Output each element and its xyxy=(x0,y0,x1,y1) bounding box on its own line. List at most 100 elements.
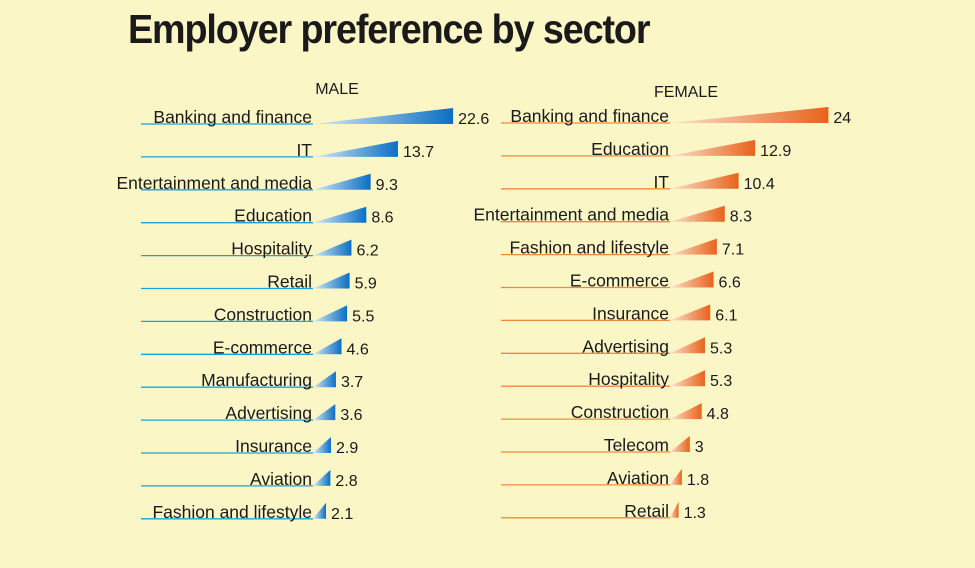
male-category-label: Retail xyxy=(267,272,312,292)
female-value-label: 6.1 xyxy=(715,307,737,324)
female-value-label: 12.9 xyxy=(760,143,791,160)
female-panel-header: FEMALE xyxy=(654,84,718,101)
female-bar xyxy=(670,271,714,288)
male-category-label: Education xyxy=(234,206,312,226)
female-value-label: 24 xyxy=(833,110,851,127)
female-value-label: 1.3 xyxy=(684,505,706,522)
male-row: Entertainment and media 9.3 xyxy=(116,173,398,194)
female-row: Hospitality 5.3 xyxy=(501,369,732,390)
male-bar xyxy=(313,206,367,223)
female-bar xyxy=(670,238,717,255)
male-bar xyxy=(313,371,336,388)
male-category-label: Construction xyxy=(214,304,312,324)
male-category-label: Fashion and lifestyle xyxy=(152,502,312,522)
male-category-label: Aviation xyxy=(250,469,312,489)
male-bar xyxy=(313,140,398,157)
male-value-label: 2.8 xyxy=(335,473,357,490)
female-row: Insurance 6.1 xyxy=(501,303,738,324)
female-category-label: IT xyxy=(653,172,669,192)
female-value-label: 5.3 xyxy=(710,340,732,357)
female-row: IT 10.4 xyxy=(501,172,775,193)
male-row: Manufacturing 3.7 xyxy=(141,370,363,391)
female-value-label: 3 xyxy=(695,439,704,456)
female-category-label: Entertainment and media xyxy=(473,205,669,225)
male-row: Insurance 2.9 xyxy=(141,436,358,457)
male-category-label: Manufacturing xyxy=(201,370,312,390)
female-row: Aviation 1.8 xyxy=(501,468,709,489)
female-row: Entertainment and media 8.3 xyxy=(473,205,752,226)
female-bar xyxy=(670,172,739,189)
male-category-label: Insurance xyxy=(235,436,312,456)
male-bar xyxy=(313,404,336,421)
male-bar xyxy=(313,437,331,453)
male-value-label: 5.5 xyxy=(352,308,374,325)
male-bar xyxy=(313,502,327,519)
female-value-label: 7.1 xyxy=(722,242,744,259)
male-value-label: 8.6 xyxy=(371,210,393,227)
female-bar xyxy=(670,337,705,354)
male-bar xyxy=(313,239,352,256)
male-category-label: Banking and finance xyxy=(153,107,312,127)
male-row: Hospitality 6.2 xyxy=(141,239,379,260)
female-category-label: Retail xyxy=(624,501,669,521)
female-bar xyxy=(670,107,829,123)
female-panel: FEMALE Banking and finance 24 Education 12.9… xyxy=(473,84,851,522)
female-category-label: Banking and finance xyxy=(510,106,669,126)
female-value-label: 5.3 xyxy=(710,373,732,390)
male-value-label: 6.2 xyxy=(356,243,378,260)
male-value-label: 13.7 xyxy=(403,144,434,161)
female-value-label: 1.8 xyxy=(687,472,709,489)
female-bar xyxy=(670,205,725,222)
male-value-label: 3.6 xyxy=(340,407,362,424)
female-value-label: 4.8 xyxy=(707,406,729,423)
female-category-label: Fashion and lifestyle xyxy=(509,238,669,258)
male-category-label: E-commerce xyxy=(213,337,312,357)
chart-title: Employer preference by sector xyxy=(128,6,651,52)
female-row: E-commerce 6.6 xyxy=(501,271,741,292)
male-category-label: IT xyxy=(296,140,312,160)
male-category-label: Hospitality xyxy=(231,239,312,259)
female-bar xyxy=(670,403,702,420)
female-bar xyxy=(670,501,679,518)
female-row: Fashion and lifestyle 7.1 xyxy=(501,238,744,259)
female-category-label: Advertising xyxy=(582,336,669,356)
female-row: Education 12.9 xyxy=(501,139,791,160)
female-row: Telecom 3 xyxy=(501,435,704,456)
male-row: Construction 5.5 xyxy=(141,304,374,325)
female-value-label: 8.3 xyxy=(730,209,752,226)
male-bar xyxy=(313,108,454,124)
male-row: Banking and finance 22.6 xyxy=(141,107,489,128)
male-panel-header: MALE xyxy=(315,81,359,98)
male-bar xyxy=(313,173,371,190)
female-row: Construction 4.8 xyxy=(501,402,729,423)
male-value-label: 22.6 xyxy=(458,111,489,128)
female-category-label: Telecom xyxy=(604,435,669,455)
female-bar xyxy=(670,139,756,156)
male-row: Retail 5.9 xyxy=(141,272,377,293)
male-row: IT 13.7 xyxy=(141,140,434,161)
male-bar xyxy=(313,469,331,486)
female-category-label: Hospitality xyxy=(588,369,669,389)
male-value-label: 4.6 xyxy=(347,341,369,358)
male-bar xyxy=(313,338,342,355)
male-bar xyxy=(313,305,348,322)
female-row: Advertising 5.3 xyxy=(501,336,732,357)
female-row: Banking and finance 24 xyxy=(501,106,851,127)
female-bar xyxy=(670,468,682,485)
female-category-label: Construction xyxy=(571,402,669,422)
female-value-label: 6.6 xyxy=(719,275,741,292)
male-row: Advertising 3.6 xyxy=(141,403,363,424)
male-bar xyxy=(313,272,350,289)
male-value-label: 2.9 xyxy=(336,440,358,457)
male-value-label: 9.3 xyxy=(376,177,398,194)
female-category-label: E-commerce xyxy=(570,271,669,291)
female-value-label: 10.4 xyxy=(744,176,775,193)
female-category-label: Insurance xyxy=(592,303,669,323)
male-category-label: Advertising xyxy=(225,403,312,423)
female-bar xyxy=(670,436,690,452)
male-row: Aviation 2.8 xyxy=(141,469,358,490)
male-row: Fashion and lifestyle 2.1 xyxy=(141,502,353,523)
male-value-label: 5.9 xyxy=(355,276,377,293)
female-bar xyxy=(670,370,705,387)
